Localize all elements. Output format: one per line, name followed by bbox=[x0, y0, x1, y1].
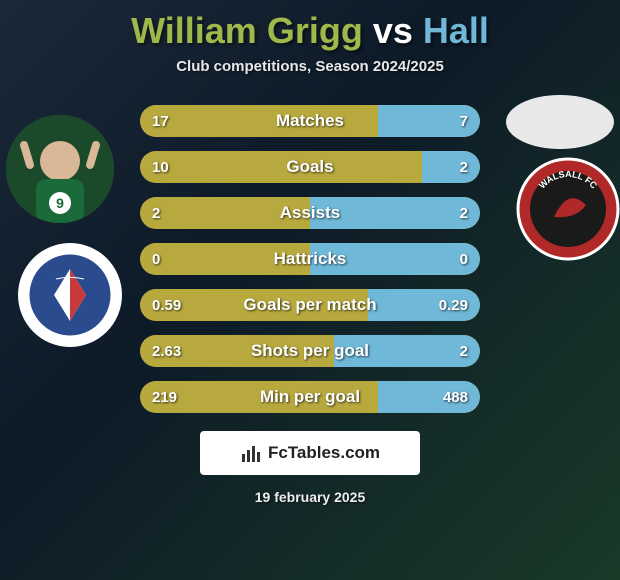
stat-bars: Matches177Goals102Assists22Hattricks00Go… bbox=[140, 105, 480, 413]
player2-club-badge: WALSALL FC bbox=[516, 157, 620, 261]
brand-text: FcTables.com bbox=[268, 443, 380, 463]
stat-value-right: 0.29 bbox=[439, 297, 468, 314]
subtitle: Club competitions, Season 2024/2025 bbox=[0, 58, 620, 75]
page-title: William Grigg vs Hall bbox=[0, 10, 620, 52]
title-vs: vs bbox=[363, 10, 423, 51]
stat-value-right: 488 bbox=[443, 389, 468, 406]
stat-value-left: 2.63 bbox=[152, 343, 181, 360]
stat-row: Matches17 7 bbox=[140, 105, 480, 137]
stat-label: Goals per match bbox=[140, 295, 480, 315]
player1-avatar: 9 bbox=[6, 115, 114, 223]
stat-row: Goals per match0.59 0.29 bbox=[140, 289, 480, 321]
svg-text:9: 9 bbox=[56, 195, 64, 211]
stat-value-right: 2 bbox=[460, 343, 468, 360]
stat-label: Hattricks bbox=[140, 249, 480, 269]
stat-value-left: 219 bbox=[152, 389, 177, 406]
player1-club-inner bbox=[26, 251, 114, 339]
stat-row: Hattricks0 0 bbox=[140, 243, 480, 275]
stat-label: Matches bbox=[140, 111, 480, 131]
stat-value-left: 2 bbox=[152, 205, 160, 222]
stat-value-left: 17 bbox=[152, 113, 169, 130]
player2-avatar bbox=[506, 95, 614, 149]
title-player1: William Grigg bbox=[131, 10, 363, 51]
walsall-badge-icon: WALSALL FC bbox=[516, 157, 620, 261]
stat-label: Shots per goal bbox=[140, 341, 480, 361]
stat-value-right: 2 bbox=[460, 205, 468, 222]
player1-avatar-svg: 9 bbox=[6, 115, 114, 223]
chesterfield-badge-icon bbox=[26, 251, 114, 339]
chart-icon bbox=[240, 442, 262, 464]
brand-badge[interactable]: FcTables.com bbox=[200, 431, 420, 475]
stat-row: Assists2 2 bbox=[140, 197, 480, 229]
stat-label: Assists bbox=[140, 203, 480, 223]
comparison-card: William Grigg vs Hall Club competitions,… bbox=[0, 0, 620, 580]
stat-row: Goals10 2 bbox=[140, 151, 480, 183]
player1-club-badge bbox=[18, 243, 122, 347]
stat-row: Shots per goal2.63 2 bbox=[140, 335, 480, 367]
stat-value-left: 0.59 bbox=[152, 297, 181, 314]
stat-value-left: 10 bbox=[152, 159, 169, 176]
footer-date: 19 february 2025 bbox=[0, 489, 620, 505]
stat-label: Min per goal bbox=[140, 387, 480, 407]
stat-value-right: 7 bbox=[460, 113, 468, 130]
stat-row: Min per goal219 488 bbox=[140, 381, 480, 413]
stat-value-right: 2 bbox=[460, 159, 468, 176]
stat-value-right: 0 bbox=[460, 251, 468, 268]
title-player2: Hall bbox=[423, 10, 489, 51]
stat-value-left: 0 bbox=[152, 251, 160, 268]
stats-area: 9 WALSALL FC bbox=[0, 105, 620, 413]
stat-label: Goals bbox=[140, 157, 480, 177]
